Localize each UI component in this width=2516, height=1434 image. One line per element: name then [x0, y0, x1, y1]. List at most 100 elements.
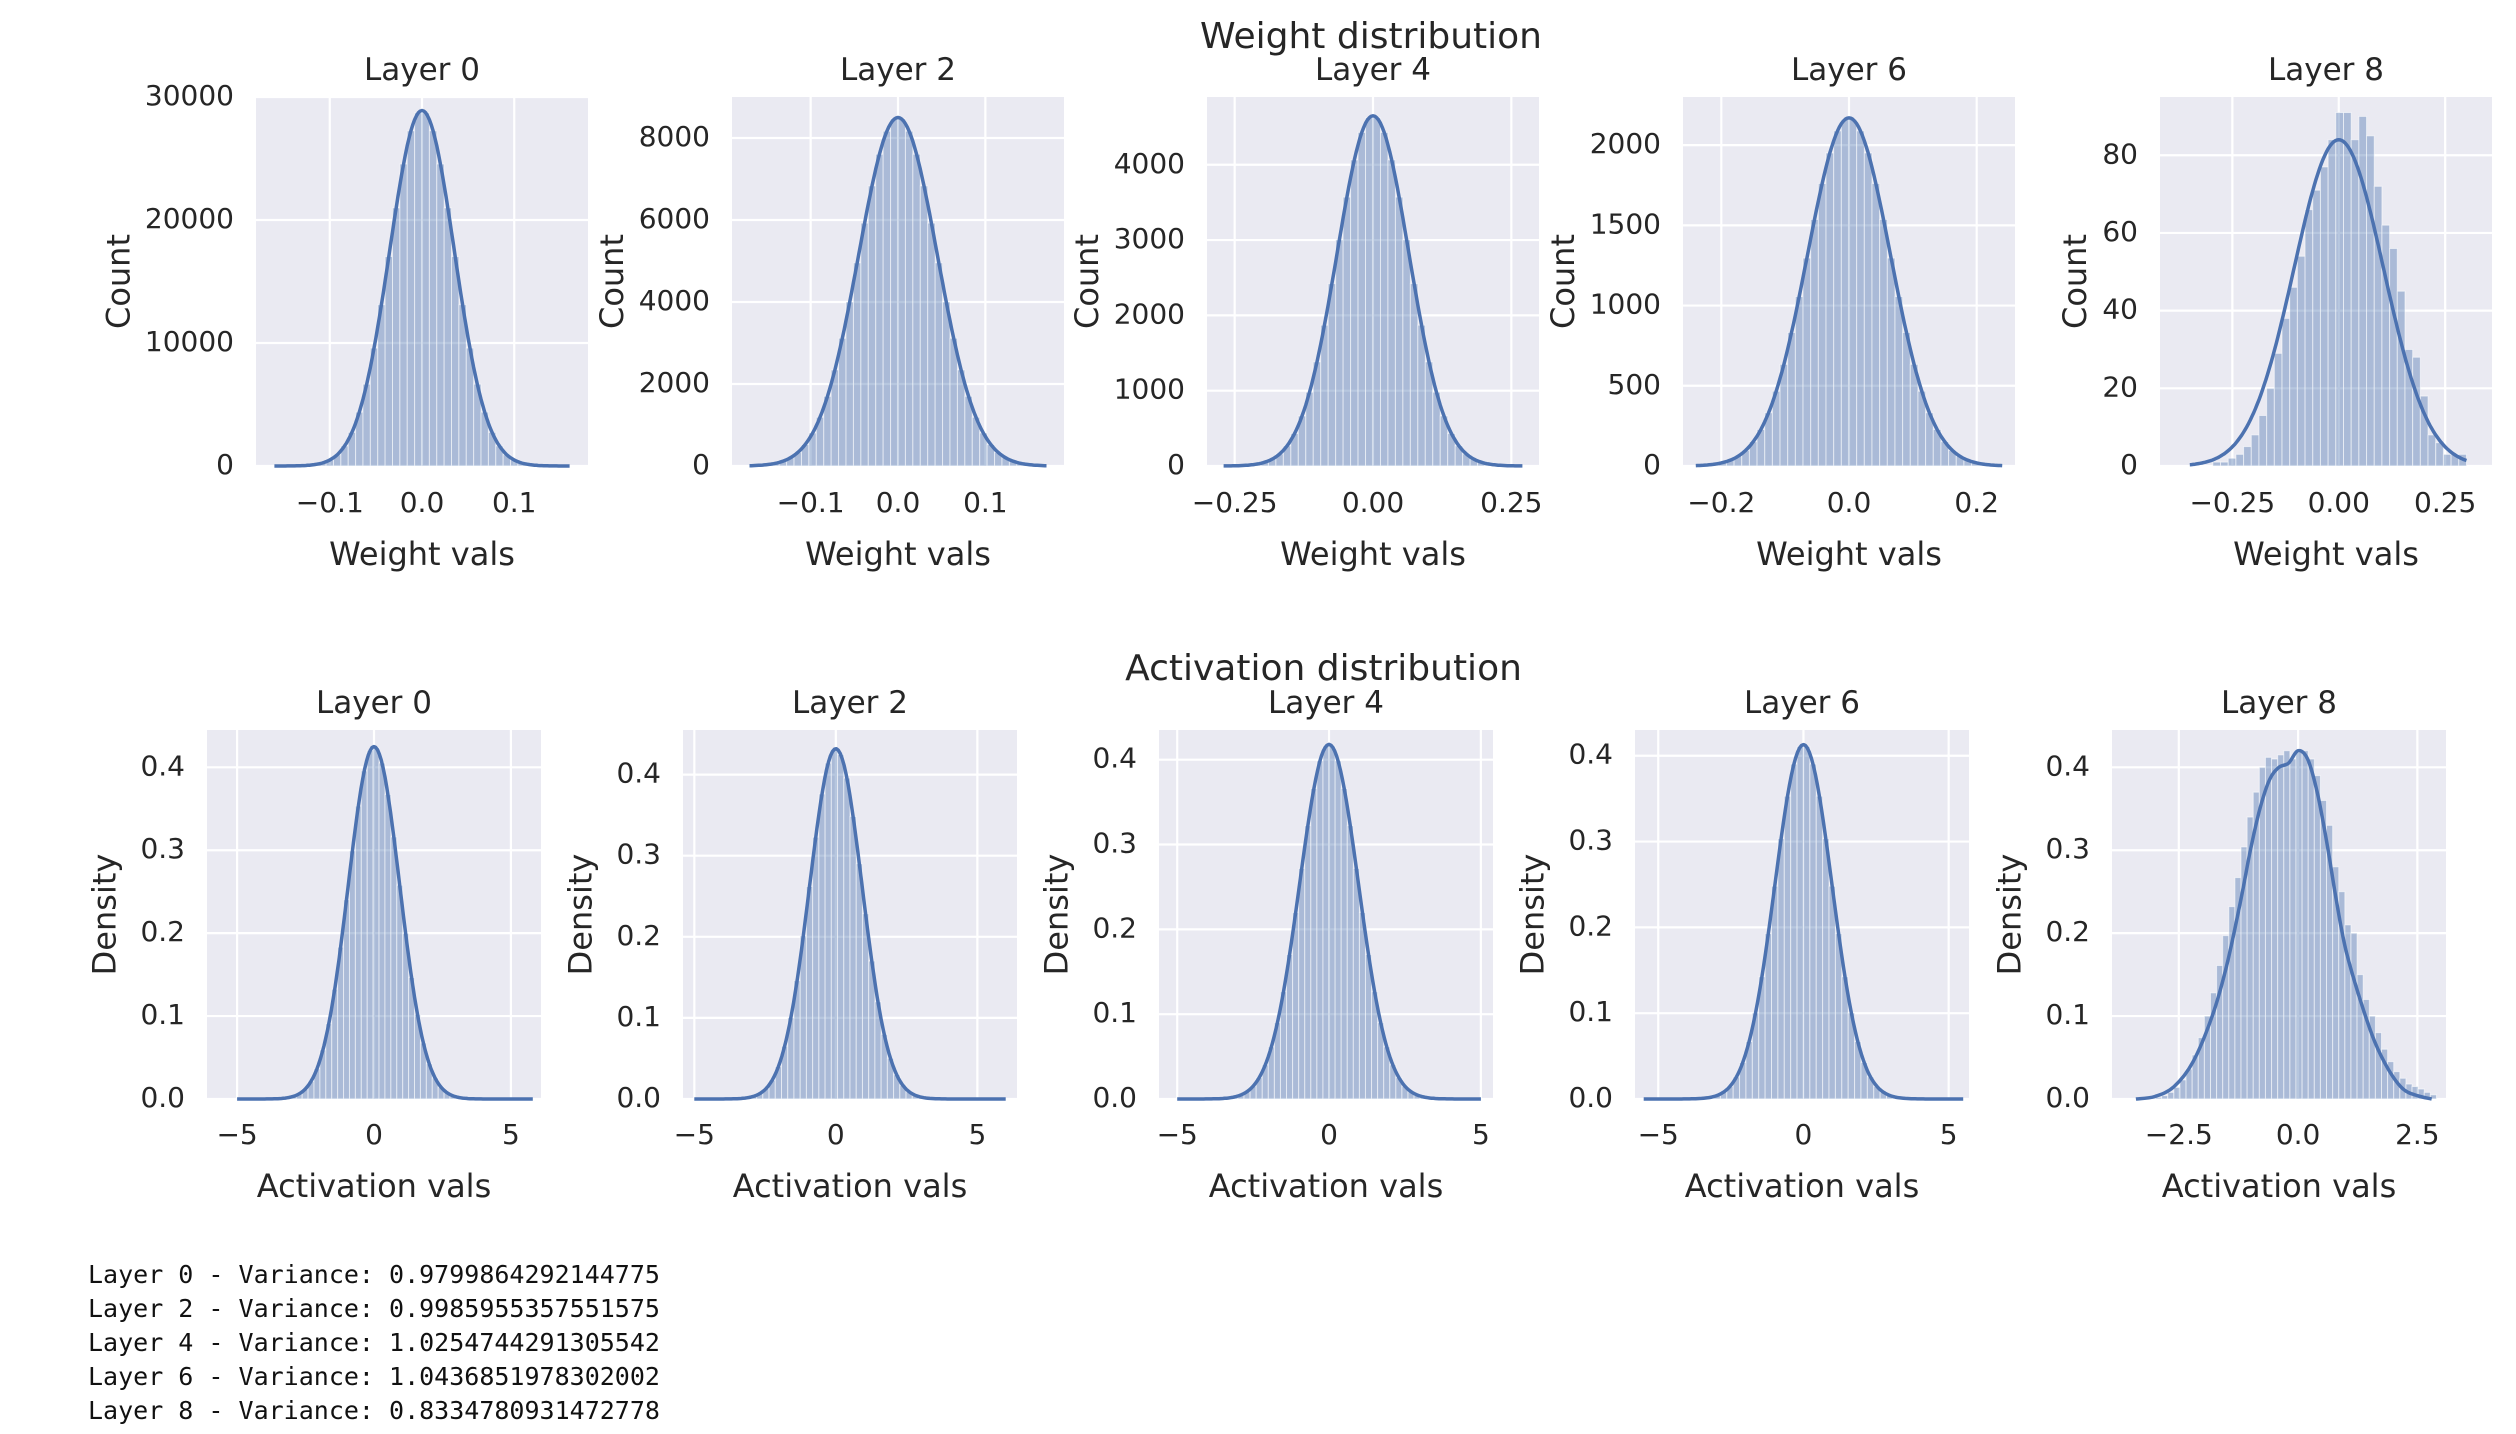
histogram-bar: [2350, 139, 2360, 467]
y-tick-label: 60: [2102, 215, 2138, 248]
histogram-bar: [1777, 838, 1785, 1100]
panel-title: Layer 6: [1791, 52, 1907, 88]
y-tick-label: 0.0: [2045, 1081, 2090, 1114]
kde-curve: [1223, 114, 1523, 468]
histogram-bar: [1365, 117, 1374, 467]
y-tick-label: 0.3: [1568, 824, 1613, 857]
row-activation: Activation distribution 0.0 0.1 0.2 0.3 0.4 −5…: [86, 648, 2446, 1205]
histogram-bar: [2312, 189, 2321, 467]
histogram-bar: [824, 762, 832, 1100]
histogram-bar: [934, 262, 944, 467]
y-tick-label: 0.0: [616, 1081, 661, 1114]
histogram-bar: [1802, 257, 1812, 467]
histogram-bar: [1822, 838, 1830, 1100]
y-tick-label: 0: [1643, 448, 1661, 481]
histogram-bar: [2412, 356, 2421, 467]
y-tick-label: 10000: [145, 325, 234, 358]
variance-line-layer-6: Layer 6 - Variance: 1.0436851978302002: [88, 1362, 660, 1391]
histogram-bar: [2304, 209, 2314, 467]
histogram: [2148, 750, 2437, 1100]
histogram-bar: [1825, 152, 1835, 467]
histogram-bar: [1871, 182, 1881, 467]
x-axis-label: Activation vals: [733, 1167, 967, 1205]
y-tick-label: 0.2: [1092, 911, 1137, 944]
histogram-bar: [882, 130, 892, 467]
histogram-bar: [421, 112, 430, 467]
histogram-bar: [1310, 788, 1318, 1100]
histogram-bar: [912, 153, 921, 467]
x-tick-label: −0.2: [1687, 486, 1755, 519]
histogram-bar: [378, 762, 386, 1100]
panel-activation-layer-6: 0.0 0.1 0.2 0.3 0.4 −5 0 5 Layer 6 Activation val…: [1514, 685, 1969, 1205]
panel-title: Layer 8: [2221, 685, 2337, 721]
histogram-bar: [843, 777, 851, 1100]
histogram-bar: [1828, 885, 1836, 1100]
histogram-bar: [436, 163, 445, 467]
histogram-bar: [2419, 395, 2429, 467]
histogram: [693, 748, 1000, 1100]
histogram-bar: [2243, 446, 2252, 467]
panel-title: Layer 2: [792, 685, 908, 721]
y-tick-label: 2000: [1114, 297, 1185, 330]
x-tick-label: −2.5: [2145, 1118, 2213, 1151]
histogram-bar: [1335, 239, 1344, 467]
histogram-bar: [384, 793, 392, 1100]
x-tick-label: 0: [1795, 1118, 1813, 1151]
histogram-bar: [366, 749, 374, 1100]
histogram-bar: [2389, 247, 2398, 467]
y-tick-label: 500: [1608, 368, 1661, 401]
histogram-bar: [890, 118, 899, 467]
y-tick-label: 1500: [1590, 207, 1661, 240]
panel-activation-layer-8: 0.0 0.1 0.2 0.3 0.4 −2.5 0.0 2.5 Layer 8 Activati…: [1991, 685, 2446, 1205]
y-tick-label: 0.1: [2045, 998, 2090, 1031]
histogram-bar: [1815, 795, 1824, 1100]
histogram-bar: [360, 770, 368, 1100]
kde-curve: [237, 744, 533, 1101]
y-tick-label: 0.2: [2045, 915, 2090, 948]
histogram-bar: [867, 185, 877, 467]
histogram-bar: [1402, 239, 1411, 467]
panel-weight-layer-2: 0 2000 4000 6000 8000 −0.1 0.0 0.1 Layer 2 Weight…: [593, 52, 1064, 573]
histogram: [2212, 112, 2467, 467]
x-axis-label: Activation vals: [2162, 1167, 2396, 1205]
histogram-bar: [837, 753, 845, 1100]
histogram-bar: [443, 207, 453, 467]
histogram-bar: [852, 262, 862, 467]
histogram-bar: [2295, 751, 2303, 1100]
panel-activation-layer-4: 0.0 0.1 0.2 0.3 0.4 −5 0 5 Layer 4 Activation val…: [1038, 685, 1493, 1205]
y-tick-label: 4000: [639, 284, 710, 317]
histogram-bar: [2273, 352, 2283, 467]
y-tick-label: 0: [216, 448, 234, 481]
histogram-bar: [1879, 218, 1888, 467]
histogram-bar: [2358, 115, 2368, 467]
histogram-bar: [2289, 758, 2297, 1100]
y-tick-label: 20000: [145, 202, 234, 235]
histogram-bar: [399, 163, 408, 467]
histogram-bar: [2235, 453, 2245, 467]
histogram-bar: [2266, 387, 2275, 467]
histogram-bar: [812, 836, 820, 1100]
x-tick-label: 0.0: [876, 486, 921, 519]
histogram-bar: [1357, 131, 1367, 467]
histogram-bar: [845, 301, 854, 467]
histogram-bar: [2161, 1095, 2169, 1100]
y-tick-label: 0.2: [1568, 909, 1613, 942]
y-tick-label: 0.3: [140, 832, 185, 865]
y-tick-label: 1000: [1114, 373, 1185, 406]
histogram-bar: [372, 747, 380, 1100]
variance-line-layer-4: Layer 4 - Variance: 1.0254744291305542: [88, 1328, 660, 1357]
x-axis-label: Weight vals: [1280, 535, 1466, 573]
histogram-bar: [1886, 257, 1896, 467]
x-tick-label: 0.1: [963, 486, 1008, 519]
kde-curve: [1695, 116, 2003, 468]
y-tick-label: 0.4: [1092, 742, 1137, 775]
histogram-bar: [2319, 166, 2329, 467]
y-tick-label: 0.1: [1092, 996, 1137, 1029]
x-axis-label: Weight vals: [805, 535, 991, 573]
x-tick-label: 0.25: [2414, 486, 2476, 519]
histogram-bar: [2277, 754, 2285, 1100]
histogram-bar: [1316, 760, 1324, 1100]
histogram-bar: [2335, 112, 2344, 467]
x-tick-label: −5: [216, 1118, 257, 1151]
histogram-bar: [2301, 750, 2309, 1100]
